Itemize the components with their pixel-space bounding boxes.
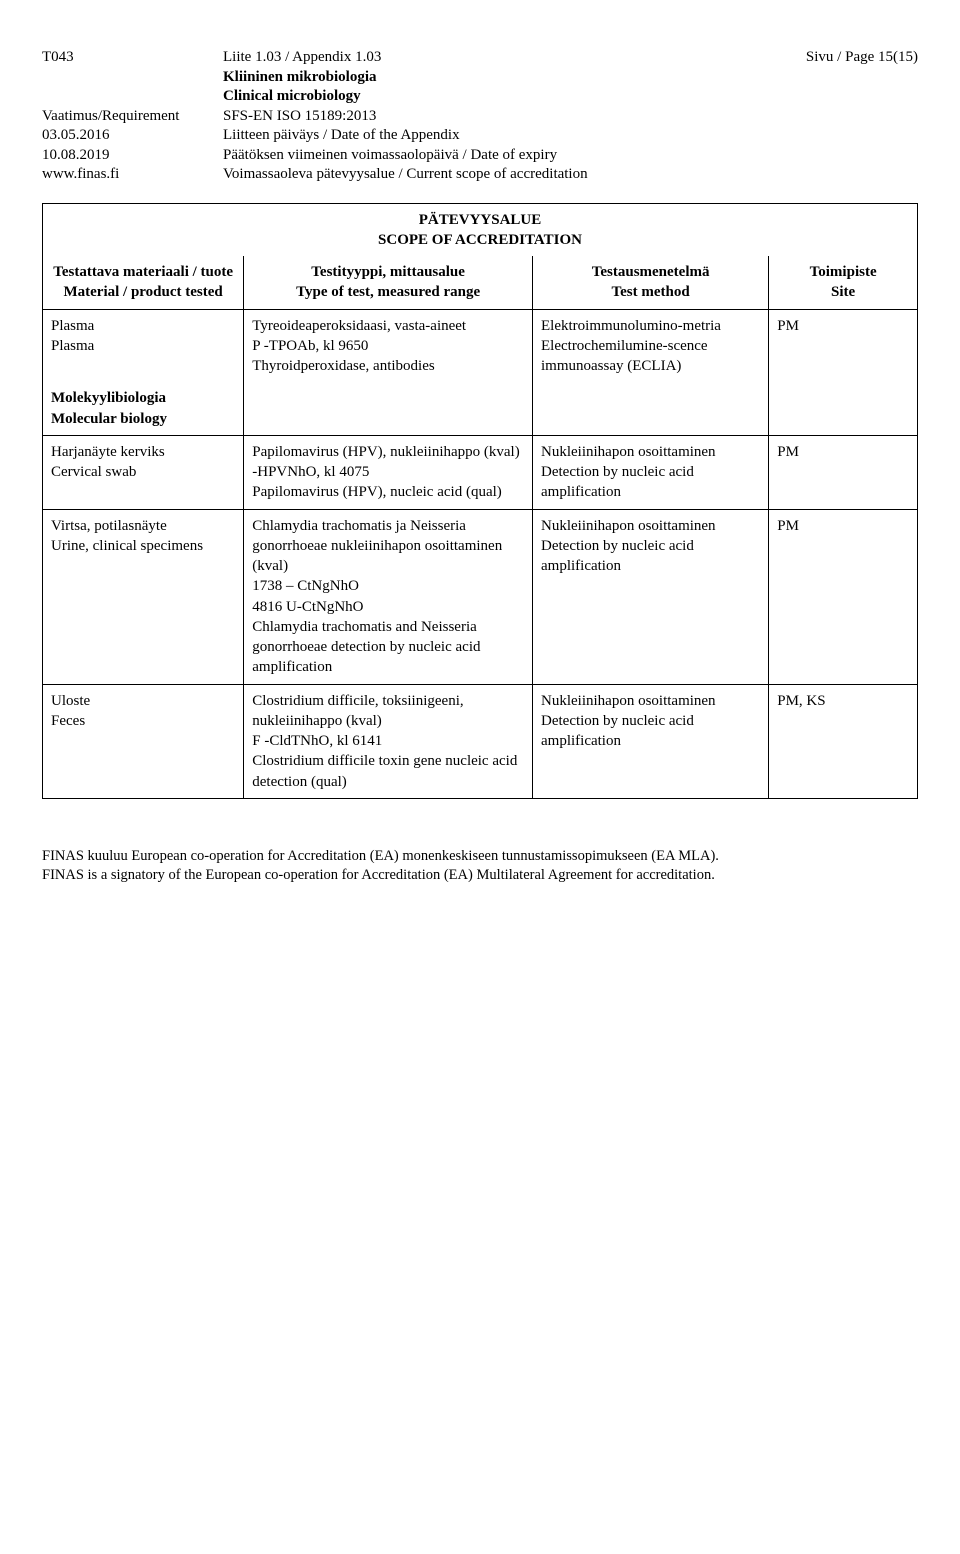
header-right: Sivu / Page 15(15) [758, 48, 918, 185]
cell-material: PlasmaPlasma [43, 309, 244, 382]
table-row: PlasmaPlasma Tyreoideaperoksidaasi, vast… [43, 309, 918, 382]
page-number: Sivu / Page 15(15) [758, 48, 918, 68]
doc-code: T043 [42, 48, 217, 68]
cell-site: PM [769, 309, 918, 382]
date-appendix: Liitteen päiväys / Date of the Appendix [223, 126, 752, 146]
section-row: Molekyylibiologia Molecular biology [43, 382, 918, 435]
cell-test: Chlamydia trachomatis ja Neisseria gonor… [244, 509, 533, 684]
requirement-label: Vaatimus/Requirement [42, 107, 217, 127]
appendix-label: Liite 1.03 / Appendix 1.03 [223, 48, 752, 68]
page-header: T043 Vaatimus/Requirement 03.05.2016 10.… [42, 48, 918, 185]
col-header-test: Testityyppi, mittausalue Type of test, m… [244, 256, 533, 309]
table-header-row: Testattava materiaali / tuote Material /… [43, 256, 918, 309]
cell-material: Harjanäyte kerviksCervical swab [43, 435, 244, 509]
cell-method: Nukleiinihapon osoittaminenDetection by … [533, 684, 769, 798]
section-blank-test [244, 382, 533, 435]
cell-site: PM, KS [769, 684, 918, 798]
col-material-fi: Testattava materiaali / tuote [53, 264, 233, 280]
date-1: 03.05.2016 [42, 126, 217, 146]
cell-site: PM [769, 435, 918, 509]
cell-test: Tyreoideaperoksidaasi, vasta-aineetP -TP… [244, 309, 533, 382]
col-header-method: Testausmenetelmä Test method [533, 256, 769, 309]
table-row: UlosteFeces Clostridium difficile, toksi… [43, 684, 918, 798]
footer-line-2: FINAS is a signatory of the European co-… [42, 866, 918, 886]
title-en: SCOPE OF ACCREDITATION [378, 232, 582, 248]
cell-method: Elektroimmunolumino-metriaElectrochemilu… [533, 309, 769, 382]
header-left: T043 Vaatimus/Requirement 03.05.2016 10.… [42, 48, 217, 185]
col-header-material: Testattava materiaali / tuote Material /… [43, 256, 244, 309]
section-blank-method [533, 382, 769, 435]
col-method-fi: Testausmenetelmä [592, 264, 710, 280]
col-test-fi: Testityyppi, mittausalue [311, 264, 465, 280]
col-site-en: Site [831, 284, 855, 300]
site-url: www.finas.fi [42, 165, 217, 185]
footer-line-1: FINAS kuuluu European co-operation for A… [42, 847, 918, 867]
col-method-en: Test method [612, 284, 690, 300]
table-row: Virtsa, potilasnäyteUrine, clinical spec… [43, 509, 918, 684]
expiry-label: Päätöksen viimeinen voimassaolopäivä / D… [223, 146, 752, 166]
col-header-site: Toimipiste Site [769, 256, 918, 309]
cell-method: Nukleiinihapon osoittaminenDetection by … [533, 435, 769, 509]
cell-test: Papilomavirus (HPV), nukleiinihappo (kva… [244, 435, 533, 509]
table-title: PÄTEVYYSALUE SCOPE OF ACCREDITATION [43, 203, 918, 256]
section-blank-site [769, 382, 918, 435]
accreditation-table: PÄTEVYYSALUE SCOPE OF ACCREDITATION Test… [42, 203, 918, 799]
table-row: Harjanäyte kerviksCervical swab Papiloma… [43, 435, 918, 509]
col-test-en: Type of test, measured range [296, 284, 480, 300]
dept-fi: Kliininen mikrobiologia [223, 68, 752, 88]
standard: SFS-EN ISO 15189:2013 [223, 107, 752, 127]
cell-material: Virtsa, potilasnäyteUrine, clinical spec… [43, 509, 244, 684]
title-fi: PÄTEVYYSALUE [419, 212, 542, 228]
section-fi: Molekyylibiologia [51, 390, 166, 406]
scope-label: Voimassaoleva pätevyysalue / Current sco… [223, 165, 752, 185]
page-footer: FINAS kuuluu European co-operation for A… [42, 847, 918, 886]
col-material-en: Material / product tested [63, 284, 222, 300]
cell-material: UlosteFeces [43, 684, 244, 798]
cell-test: Clostridium difficile, toksiinigeeni, nu… [244, 684, 533, 798]
section-material: Molekyylibiologia Molecular biology [43, 382, 244, 435]
dept-en: Clinical microbiology [223, 87, 752, 107]
section-en: Molecular biology [51, 411, 167, 427]
cell-site: PM [769, 509, 918, 684]
cell-method: Nukleiinihapon osoittaminenDetection by … [533, 509, 769, 684]
col-site-fi: Toimipiste [810, 264, 877, 280]
header-center: Liite 1.03 / Appendix 1.03 Kliininen mik… [223, 48, 752, 185]
date-2: 10.08.2019 [42, 146, 217, 166]
table-title-row: PÄTEVYYSALUE SCOPE OF ACCREDITATION [43, 203, 918, 256]
